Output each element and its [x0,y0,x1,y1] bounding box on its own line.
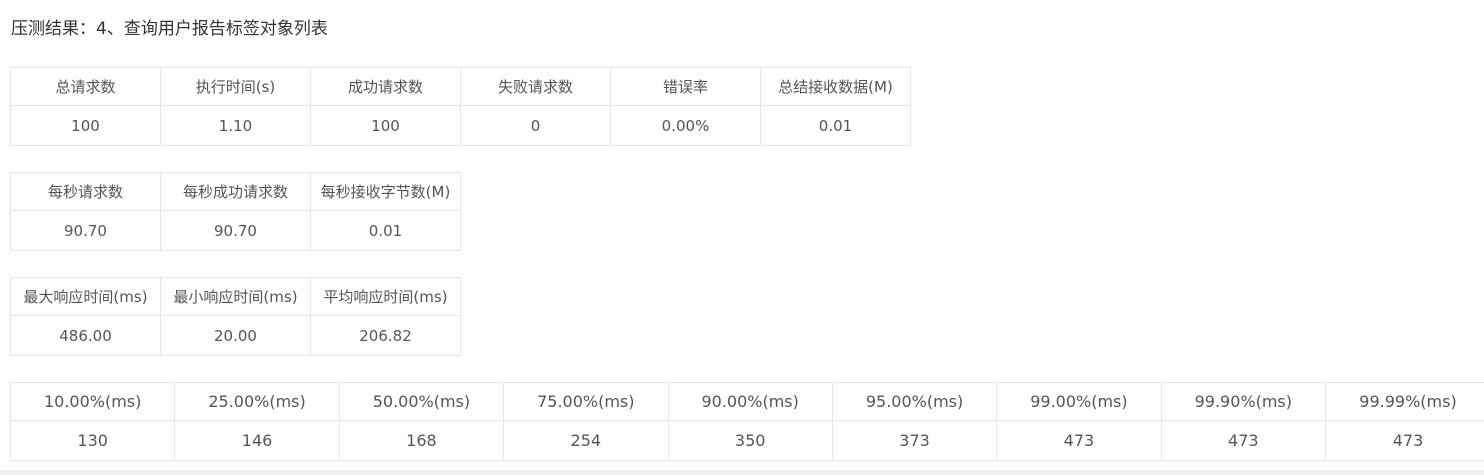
header-success-requests-per-second: 每秒成功请求数 [160,172,311,211]
summary-table: 总请求数 执行时间(s) 成功请求数 失败请求数 错误率 总结接收数据(M) 1… [10,67,911,146]
value-requests-per-second: 90.70 [10,210,161,251]
value-avg-response-time: 206.82 [310,315,461,356]
value-success-requests: 100 [310,105,461,146]
value-execution-time: 1.10 [160,105,311,146]
header-p99-9: 99.90%(ms) [1160,382,1327,421]
header-p10: 10.00%(ms) [9,382,176,421]
header-success-requests: 成功请求数 [310,67,461,106]
summary-header-row: 总请求数 执行时间(s) 成功请求数 失败请求数 错误率 总结接收数据(M) [10,67,911,106]
value-min-response-time: 20.00 [160,315,311,356]
value-total-requests: 100 [10,105,161,146]
header-max-response-time: 最大响应时间(ms) [10,277,161,316]
value-p25: 146 [174,420,340,461]
value-p90: 350 [667,420,833,461]
throughput-table: 每秒请求数 每秒成功请求数 每秒接收字节数(M) 90.70 90.70 0.0… [10,172,461,251]
value-bytes-received-per-second: 0.01 [310,210,461,251]
header-bytes-received-per-second: 每秒接收字节数(M) [310,172,461,211]
value-success-requests-per-second: 90.70 [160,210,311,251]
value-max-response-time: 486.00 [10,315,161,356]
header-p50: 50.00%(ms) [338,382,505,421]
header-p90: 90.00%(ms) [667,382,833,421]
response-time-header-row: 最大响应时间(ms) 最小响应时间(ms) 平均响应时间(ms) [10,277,461,316]
header-p95: 95.00%(ms) [831,382,998,421]
header-requests-per-second: 每秒请求数 [10,172,161,211]
bottom-divider [0,470,1484,475]
header-min-response-time: 最小响应时间(ms) [160,277,311,316]
value-p99-99: 473 [1325,420,1484,461]
header-total-received-data: 总结接收数据(M) [760,67,911,106]
response-time-table: 最大响应时间(ms) 最小响应时间(ms) 平均响应时间(ms) 486.00 … [10,277,461,356]
header-failed-requests: 失败请求数 [460,67,611,106]
throughput-header-row: 每秒请求数 每秒成功请求数 每秒接收字节数(M) [10,172,461,211]
header-p99: 99.00%(ms) [996,382,1162,421]
header-total-requests: 总请求数 [10,67,161,106]
value-p50: 168 [338,420,505,461]
header-p25: 25.00%(ms) [174,382,340,421]
value-p95: 373 [831,420,998,461]
header-execution-time: 执行时间(s) [160,67,311,106]
value-p10: 130 [9,420,176,461]
summary-value-row: 100 1.10 100 0 0.00% 0.01 [10,105,911,146]
value-p99-9: 473 [1160,420,1327,461]
percentile-header-row: 10.00%(ms) 25.00%(ms) 50.00%(ms) 75.00%(… [9,382,1484,421]
value-p75: 254 [503,420,669,461]
page-title: 压测结果：4、查询用户报告标签对象列表 [11,19,328,39]
percentile-value-row: 130 146 168 254 350 373 473 473 473 [9,420,1484,461]
value-error-rate: 0.00% [610,105,761,146]
throughput-value-row: 90.70 90.70 0.01 [10,210,461,251]
value-failed-requests: 0 [460,105,611,146]
header-p99-99: 99.99%(ms) [1325,382,1484,421]
value-p99: 473 [996,420,1162,461]
header-p75: 75.00%(ms) [503,382,669,421]
header-error-rate: 错误率 [610,67,761,106]
percentile-table: 10.00%(ms) 25.00%(ms) 50.00%(ms) 75.00%(… [9,382,1484,461]
response-time-value-row: 486.00 20.00 206.82 [10,315,461,356]
header-avg-response-time: 平均响应时间(ms) [310,277,461,316]
value-total-received-data: 0.01 [760,105,911,146]
